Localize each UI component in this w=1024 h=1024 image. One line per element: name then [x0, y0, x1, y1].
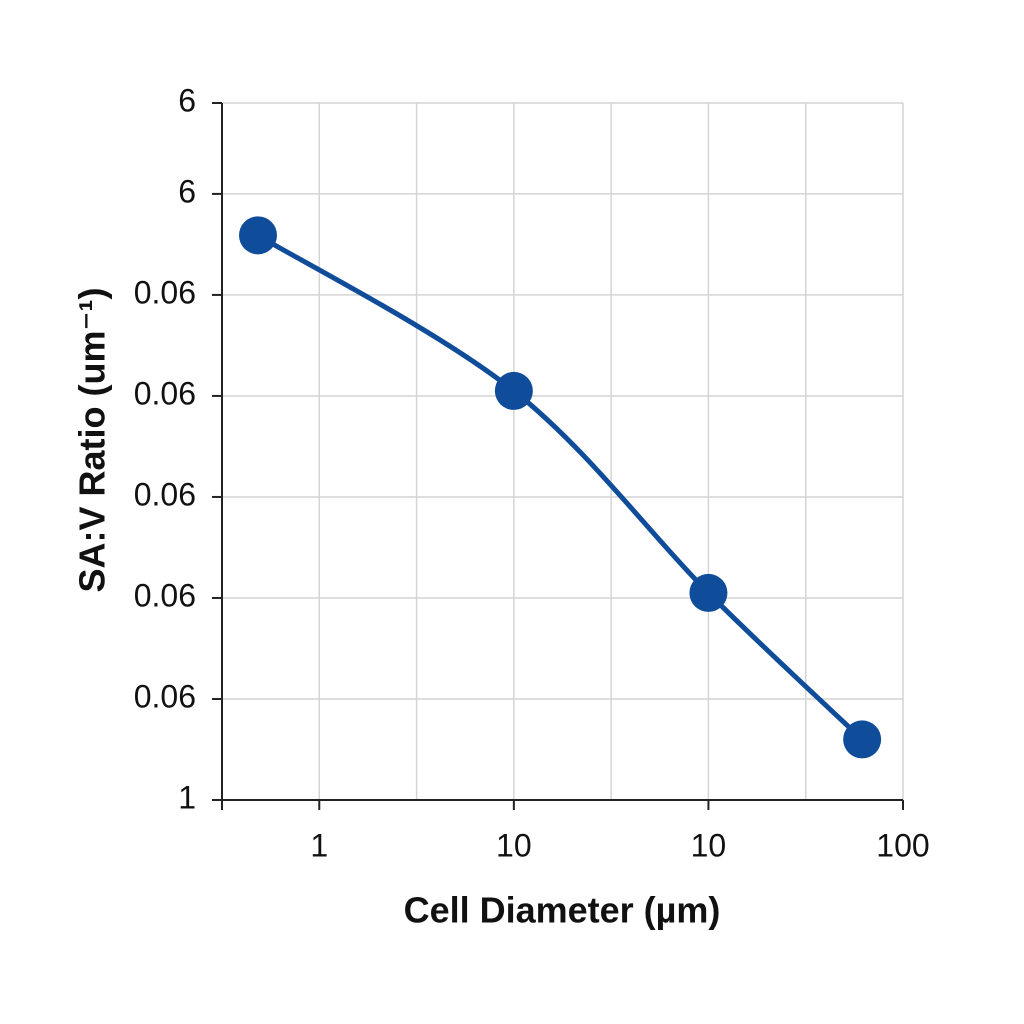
- y-tick-label: 0.06: [134, 577, 196, 613]
- line: [256, 233, 864, 742]
- y-tick-label: 1: [178, 779, 196, 815]
- x-tick-label: 1: [310, 827, 328, 863]
- y-tick-label: 0.06: [134, 274, 196, 310]
- x-axis-title: Cell Diameter (µm): [404, 890, 721, 931]
- y-tick-label: 6: [178, 82, 196, 118]
- y-tick-label: 6: [178, 173, 196, 209]
- x-tick-label: 10: [496, 827, 532, 863]
- marker: [494, 371, 533, 410]
- x-tick-label: 100: [876, 827, 929, 863]
- y-axis-title: SA:V Ratio (um⁻¹): [72, 288, 113, 593]
- x-tick-label: 10: [691, 827, 727, 863]
- marker: [238, 216, 277, 255]
- marker: [689, 573, 728, 612]
- marker: [843, 720, 882, 759]
- y-tick-label: 0.06: [134, 375, 196, 411]
- y-tick-label: 0.06: [134, 476, 196, 512]
- y-tick-label: 0.06: [134, 678, 196, 714]
